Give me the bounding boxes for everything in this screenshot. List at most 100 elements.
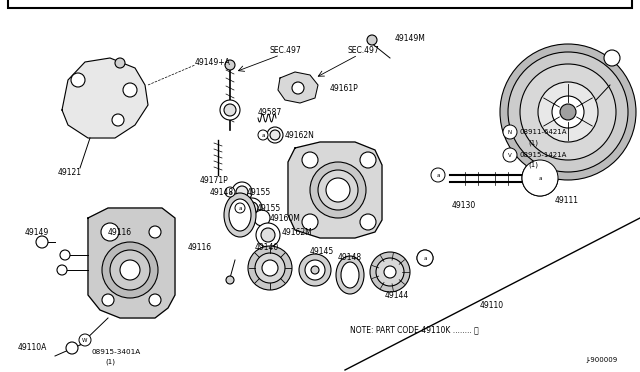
- Text: a: a: [538, 176, 541, 180]
- Circle shape: [120, 260, 140, 280]
- Text: 49161P: 49161P: [330, 83, 359, 93]
- Ellipse shape: [336, 256, 364, 294]
- Circle shape: [79, 334, 91, 346]
- Text: 49162M: 49162M: [282, 228, 313, 237]
- Circle shape: [318, 170, 358, 210]
- Text: 49148: 49148: [210, 187, 234, 196]
- Circle shape: [261, 228, 275, 242]
- Circle shape: [115, 58, 125, 68]
- Text: NOTE: PART CODE 49110K ........ Ⓐ: NOTE: PART CODE 49110K ........ Ⓐ: [350, 326, 479, 334]
- Text: 49160M: 49160M: [270, 214, 301, 222]
- Text: (1): (1): [528, 140, 538, 146]
- Text: 49111: 49111: [555, 196, 579, 205]
- Text: 49144: 49144: [385, 291, 409, 299]
- Text: 49587: 49587: [258, 108, 282, 116]
- Circle shape: [255, 253, 285, 283]
- Text: SEC.497: SEC.497: [270, 45, 301, 55]
- Circle shape: [60, 250, 70, 260]
- Circle shape: [242, 198, 262, 218]
- Text: 49155: 49155: [257, 203, 281, 212]
- Circle shape: [528, 166, 552, 190]
- Circle shape: [522, 160, 558, 196]
- Circle shape: [310, 162, 366, 218]
- Text: 49148: 49148: [338, 253, 362, 263]
- Text: 49162N: 49162N: [285, 131, 315, 140]
- Circle shape: [367, 35, 377, 45]
- Circle shape: [520, 64, 616, 160]
- Text: a: a: [423, 256, 427, 260]
- Circle shape: [431, 168, 445, 182]
- Circle shape: [232, 182, 252, 202]
- Circle shape: [226, 276, 234, 284]
- Circle shape: [256, 223, 280, 247]
- Circle shape: [36, 236, 48, 248]
- Circle shape: [220, 100, 240, 120]
- Circle shape: [311, 266, 319, 274]
- Circle shape: [417, 250, 433, 266]
- Text: 49116: 49116: [188, 244, 212, 253]
- Circle shape: [270, 130, 280, 140]
- Text: (1): (1): [105, 359, 115, 365]
- Text: 49130: 49130: [452, 201, 476, 209]
- Text: 49110: 49110: [480, 301, 504, 310]
- Circle shape: [101, 223, 119, 241]
- Circle shape: [235, 203, 245, 213]
- Text: a: a: [261, 132, 265, 138]
- Circle shape: [57, 265, 67, 275]
- Circle shape: [384, 266, 396, 278]
- Text: (1): (1): [528, 162, 538, 168]
- Polygon shape: [88, 208, 175, 318]
- Circle shape: [292, 82, 304, 94]
- Circle shape: [360, 152, 376, 168]
- Ellipse shape: [229, 199, 251, 231]
- Circle shape: [503, 125, 517, 139]
- Text: W: W: [83, 337, 88, 343]
- Circle shape: [538, 82, 598, 142]
- Circle shape: [262, 260, 278, 276]
- Text: 49140: 49140: [255, 244, 279, 253]
- Polygon shape: [278, 72, 318, 103]
- Text: 08915-3401A: 08915-3401A: [92, 349, 141, 355]
- Circle shape: [302, 152, 318, 168]
- Text: J-900009: J-900009: [587, 357, 618, 363]
- Text: 49110A: 49110A: [18, 343, 47, 353]
- Circle shape: [224, 104, 236, 116]
- Text: 49145: 49145: [310, 247, 334, 257]
- Circle shape: [534, 172, 546, 184]
- Text: SEC.497: SEC.497: [348, 45, 380, 55]
- Circle shape: [267, 127, 283, 143]
- Circle shape: [500, 44, 636, 180]
- Circle shape: [522, 160, 558, 196]
- Circle shape: [560, 104, 576, 120]
- Circle shape: [503, 148, 517, 162]
- Text: a: a: [436, 173, 440, 177]
- Circle shape: [508, 52, 628, 172]
- Ellipse shape: [341, 262, 359, 288]
- Circle shape: [112, 114, 124, 126]
- Circle shape: [149, 294, 161, 306]
- Text: 08911-6421A: 08911-6421A: [520, 129, 568, 135]
- Circle shape: [102, 294, 114, 306]
- Text: a: a: [228, 189, 232, 195]
- Text: N: N: [508, 129, 512, 135]
- Circle shape: [254, 210, 270, 226]
- Circle shape: [258, 130, 268, 140]
- Circle shape: [326, 178, 350, 202]
- Circle shape: [302, 214, 318, 230]
- Circle shape: [248, 246, 292, 290]
- Text: 49121: 49121: [58, 167, 82, 176]
- Text: 49116: 49116: [108, 228, 132, 237]
- Text: 08915-1421A: 08915-1421A: [520, 152, 568, 158]
- Circle shape: [102, 242, 158, 298]
- Circle shape: [376, 258, 404, 286]
- Circle shape: [552, 96, 584, 128]
- Circle shape: [604, 50, 620, 66]
- Text: 49149: 49149: [25, 228, 49, 237]
- Text: 49149M: 49149M: [395, 33, 426, 42]
- Circle shape: [225, 60, 235, 70]
- Circle shape: [299, 254, 331, 286]
- Circle shape: [66, 342, 78, 354]
- Circle shape: [370, 252, 410, 292]
- Text: a: a: [238, 205, 242, 211]
- Circle shape: [246, 202, 258, 214]
